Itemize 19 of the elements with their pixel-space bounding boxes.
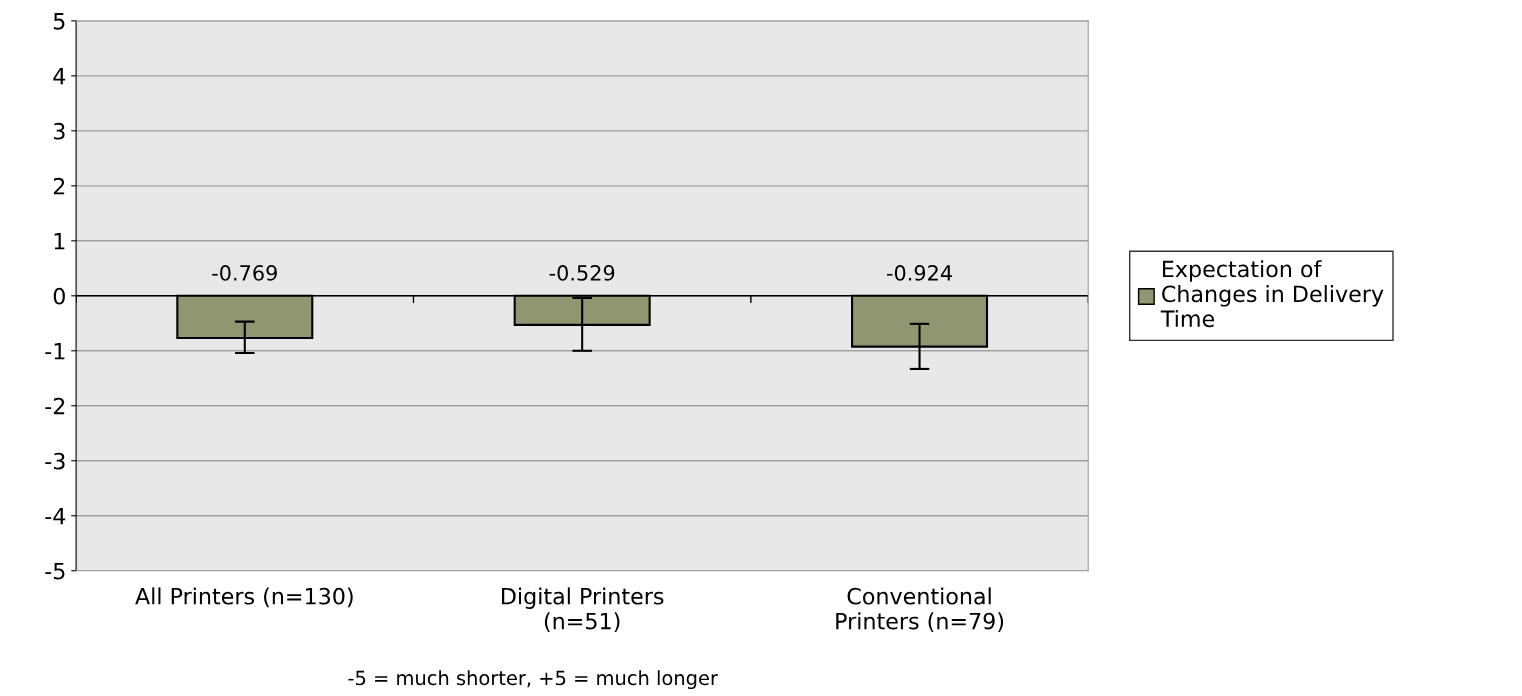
y-tick-label: -3 bbox=[45, 452, 65, 470]
x-tick-label: All Printers (n=130) bbox=[135, 587, 353, 608]
y-tick-label: 2 bbox=[53, 177, 65, 195]
data-label: -0.529 bbox=[549, 265, 615, 281]
x-tick-label: Digital Printers (n=51) bbox=[502, 587, 664, 633]
data-label: -0.924 bbox=[886, 265, 952, 281]
y-tick-label: 1 bbox=[54, 233, 65, 250]
y-tick-label: 5 bbox=[53, 13, 65, 30]
data-label: -0.769 bbox=[212, 265, 277, 281]
y-tick-label: -5 bbox=[45, 562, 65, 580]
y-tick-label: -1 bbox=[45, 343, 65, 360]
y-tick-label: -2 bbox=[45, 397, 65, 415]
y-tick-label: 3 bbox=[53, 122, 65, 140]
text: -5 = much shorter, +5 = much longer bbox=[348, 670, 718, 690]
y-tick-label: -4 bbox=[45, 507, 66, 525]
x-tick-label: Conventional Printers (n=79) bbox=[836, 587, 1004, 633]
y-tick-label: 0 bbox=[53, 287, 65, 305]
legend-label: Expectation of Changes in Delivery Time bbox=[1160, 260, 1384, 328]
y-tick-label: 4 bbox=[53, 68, 66, 85]
